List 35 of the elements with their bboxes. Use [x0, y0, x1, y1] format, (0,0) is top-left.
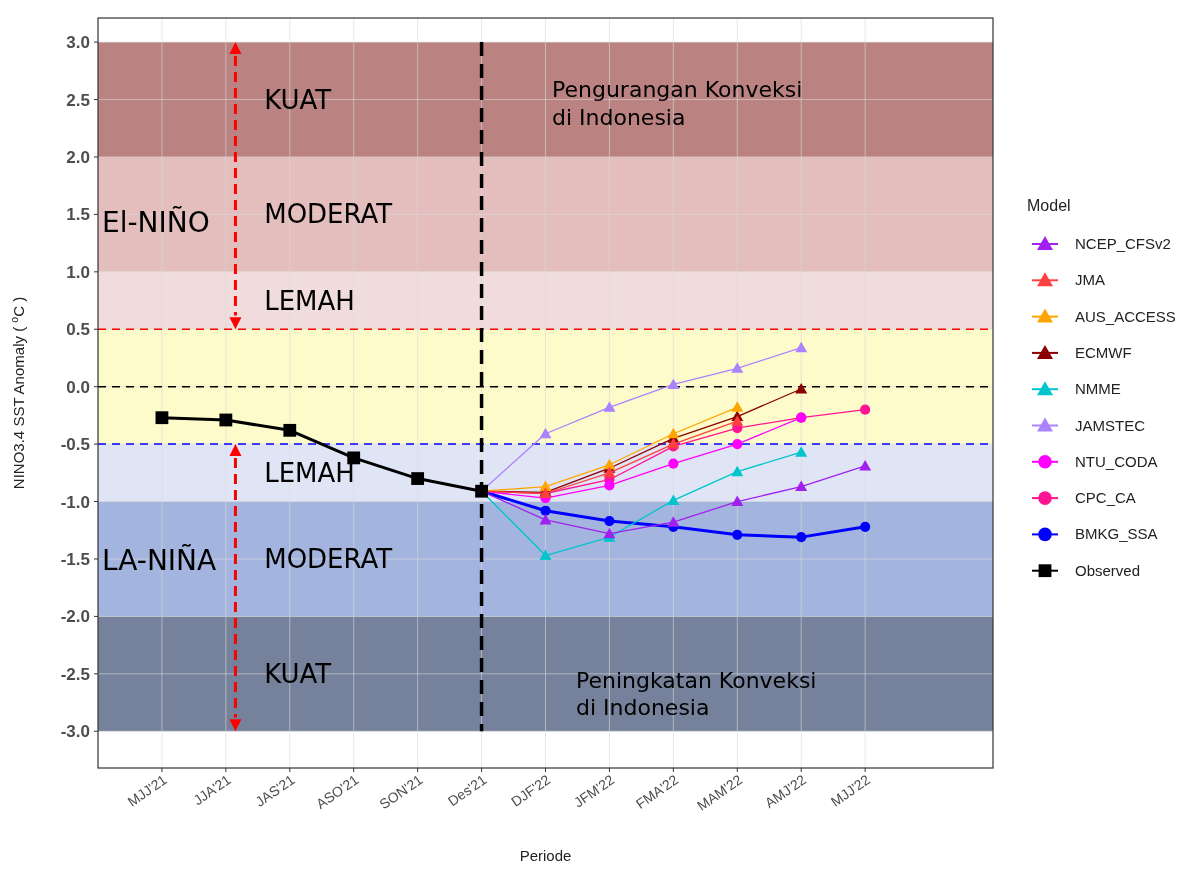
legend-label: NCEP_CFSv2 [1075, 235, 1171, 252]
y-tick-label: 2.5 [66, 90, 90, 110]
band-label: MODERAT [264, 199, 393, 230]
y-tick-label: -1.0 [60, 492, 90, 512]
legend-label: Observed [1075, 561, 1141, 579]
legend-label: BMKG_SSA [1075, 525, 1158, 543]
legend-label: JMA [1075, 271, 1105, 289]
band-label: LEMAH [264, 457, 355, 488]
annotation: LA-NIÑA [102, 544, 217, 578]
band-label: LEMAH [264, 285, 355, 316]
y-tick-label: 0.5 [66, 320, 90, 340]
legend-title: Model [1027, 197, 1071, 214]
y-tick-label: -1.5 [60, 549, 90, 569]
y-tick-label: -3.0 [60, 722, 90, 742]
x-axis-title: Periode [519, 847, 572, 864]
legend-label: NTU_CODA [1075, 452, 1158, 470]
y-tick-label: -0.5 [60, 435, 90, 455]
legend-label: NMME [1075, 380, 1121, 398]
annotation: Pengurangan Konveksi di Indonesia [552, 77, 803, 130]
y-tick-label: 1.5 [66, 205, 90, 225]
y-tick-label: 3.0 [66, 33, 90, 53]
band-label: KUAT [264, 84, 332, 115]
y-tick-label: 0.0 [66, 377, 90, 397]
y-tick-label: -2.0 [60, 607, 90, 627]
band-label: KUAT [264, 658, 332, 689]
y-tick-label: 2.0 [66, 147, 90, 167]
annotation: El-NIÑO [102, 205, 210, 239]
y-tick-label: 1.0 [66, 262, 90, 282]
band-label: MODERAT [264, 543, 393, 574]
legend-label: JAMSTEC [1075, 416, 1146, 434]
legend-label: AUS_ACCESS [1075, 307, 1176, 325]
annotation: Peningkatan Konveksi di Indonesia [576, 667, 817, 721]
legend-label: ECMWF [1075, 343, 1132, 361]
legend-label: CPC_CA [1075, 489, 1136, 507]
y-tick-label: -2.5 [60, 664, 90, 684]
